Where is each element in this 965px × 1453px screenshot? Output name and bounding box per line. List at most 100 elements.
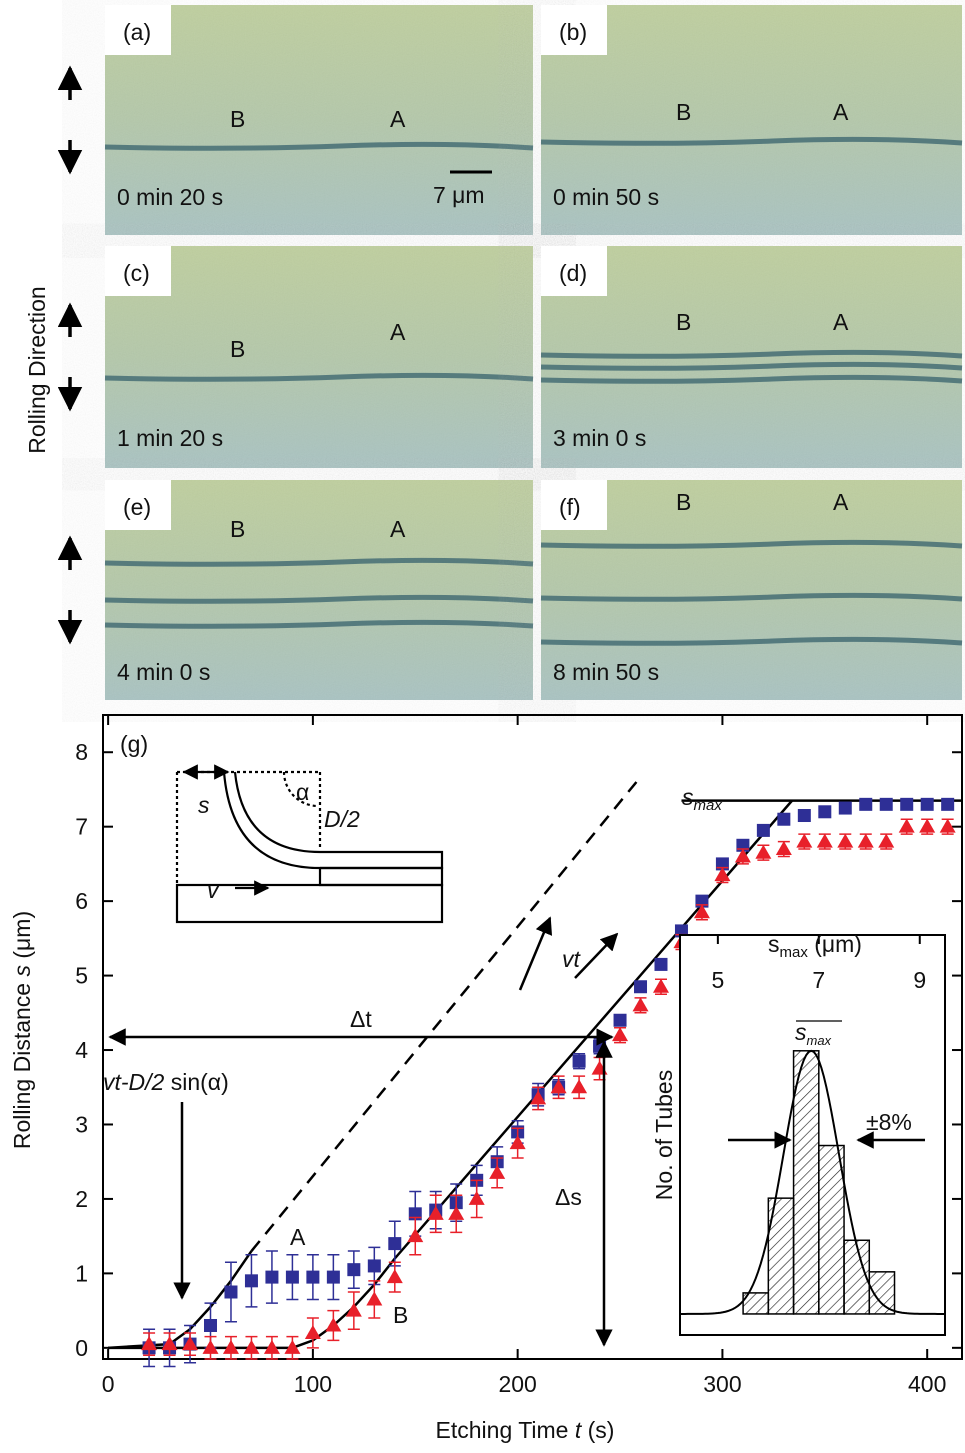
data-point [182,1336,199,1351]
y-tick-label: 1 [75,1260,88,1286]
y-tick-label: 5 [75,963,88,989]
panel-label: (f) [559,494,581,520]
angle-arc [282,771,319,808]
data-point [693,904,710,919]
label-box [541,480,607,530]
x-axis-label-part: t [575,1417,583,1443]
tube-streak [540,361,963,371]
micrograph-grain [105,480,533,700]
position-marker: B [676,309,691,335]
schematic-alpha: α [296,779,309,805]
smax-label: smax [682,784,722,814]
time-label: 4 min 0 s [117,659,210,685]
delta-s-label: Δs [555,1184,582,1210]
data-point [612,1027,629,1042]
data-point [878,833,895,848]
data-point [816,833,833,848]
delta-t-label: Δt [350,1006,372,1032]
data-point [734,848,751,863]
fit-line [108,1250,253,1350]
substrate [175,883,444,924]
tube-streak [540,374,963,384]
inset-frame [679,934,946,1336]
data-point [879,797,893,811]
panel-label: (d) [559,260,587,286]
data-point [550,1079,567,1094]
label-box [541,5,607,55]
data-point [797,809,811,823]
histogram-bar [767,1197,795,1315]
x-axis-label-part: Etching Time [436,1417,575,1443]
mean-label: smax [795,1019,832,1048]
x-tick-label: 200 [498,1371,536,1397]
histogram-bar [843,1239,871,1315]
data-point [632,997,649,1012]
panel-label: (c) [123,260,150,286]
tube-streak [104,594,534,604]
data-point [141,1336,158,1351]
histogram-bar [792,1050,820,1315]
data-point [244,1274,258,1288]
time-label: 8 min 50 s [553,659,659,685]
data-point [285,1270,299,1284]
data-point [265,1270,279,1284]
tube-streak [540,636,963,646]
offset-label-part: sin(α) [164,1069,228,1095]
inset-x-label-part: (μm) [808,931,862,957]
data-point [919,818,936,833]
x-tick-label: 300 [703,1371,741,1397]
inset-x-label: smax (μm) [768,931,862,961]
panel-label: (e) [123,494,151,520]
schematic-s: s [198,792,210,818]
micrograph-grain [105,246,533,468]
schematic-d2: D/2 [324,806,360,832]
data-point [613,1013,627,1027]
inset-x-tick-label: 7 [812,967,825,993]
inset-x-label-part: s [768,931,780,957]
x-axis-label-part: (s) [581,1417,614,1443]
inset-x-tick-label: 9 [913,967,926,993]
data-point [284,1339,301,1354]
y-axis-label-part: Rolling Distance [9,977,35,1150]
data-point [367,1259,381,1273]
label-box [105,480,171,530]
tube-streak [540,592,963,602]
layer [318,866,444,887]
data-point [900,797,914,811]
data-point [898,818,915,833]
position-marker: A [833,309,849,335]
x-tick-label: 100 [294,1371,332,1397]
data-point [714,867,731,882]
data-point [306,1270,320,1284]
x-tick-label: 0 [102,1371,115,1397]
position-marker: A [833,99,849,125]
data-point [366,1291,383,1306]
data-point [509,1135,526,1150]
data-point [325,1317,342,1332]
data-point [407,1228,424,1243]
y-tick-label: 2 [75,1186,88,1212]
side-label: Rolling Direction [24,286,50,453]
data-point [920,797,934,811]
data-point [263,1339,280,1354]
data-point [427,1205,444,1220]
data-point [652,978,669,993]
schematic [175,764,444,924]
tube-streak [104,557,534,567]
data-point [756,823,770,837]
inset-x-label-part: max [780,944,809,961]
position-marker: B [230,516,245,542]
vt-arrow [518,916,553,991]
smax-label-part: s [682,784,694,810]
data-point [775,841,792,856]
position-marker: A [390,516,406,542]
data-point [345,1302,362,1317]
label-box [105,246,171,296]
series-label: A [290,1224,306,1250]
panel-label: (g) [120,731,148,757]
data-point [777,812,791,826]
data-point [796,833,813,848]
vt-label: vt [562,946,582,972]
data-point [386,1269,403,1284]
